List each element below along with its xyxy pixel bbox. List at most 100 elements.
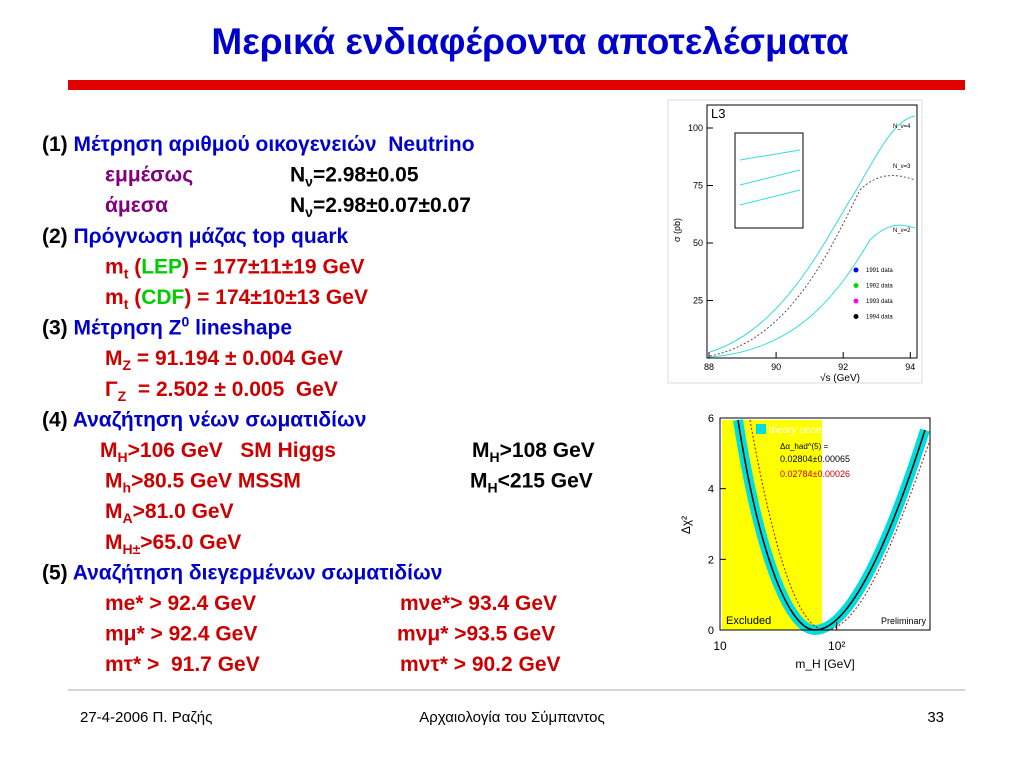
legend-marker: [853, 298, 859, 304]
text-run: M: [100, 439, 118, 462]
plot-frame: [706, 104, 918, 359]
text-run: m: [105, 255, 124, 278]
body-line: mτ* > 91.7 GeV: [105, 653, 260, 676]
legend-label: 1993 data: [866, 299, 893, 305]
text-run: Αναζήτηση διεγερμένων σωματιδίων: [73, 561, 443, 584]
body-line: (1) Μέτρηση αριθμού οικογενειών Neutrino: [42, 133, 475, 156]
text-run: =2.98±0.05: [313, 164, 419, 187]
text-run: Z: [118, 388, 127, 404]
text-run: ν: [305, 174, 313, 190]
body-line: Mh>80.5 GeV MSSM: [105, 470, 301, 496]
y-tick-label: 25: [693, 296, 703, 306]
text-run: mνμ* >93.5 GeV: [397, 623, 555, 646]
body-line: (5) Αναζήτηση διεγερμένων σωματιδίων: [42, 561, 442, 584]
x-tick-label: 10²: [828, 639, 845, 653]
text-run: ν: [305, 204, 313, 220]
y-axis-label: σ (pb): [672, 218, 682, 242]
text-run: M: [105, 470, 123, 493]
inset-curve: [739, 149, 801, 206]
y-tick-label: 50: [693, 238, 703, 248]
x-axis-label: √s (GeV): [820, 372, 860, 384]
body-line: mμ* > 92.4 GeV: [105, 623, 257, 646]
x-tick-label: 88: [704, 362, 714, 372]
text-run: = 2.502 ± 0.005 GeV: [126, 378, 338, 401]
text-run: =2.98±0.07±0.07: [313, 194, 471, 217]
y-tick-label: 75: [693, 181, 703, 191]
text-run: lineshape: [189, 317, 292, 340]
text-run: A: [123, 510, 133, 526]
body-line: MZ = 91.194 ± 0.004 GeV: [105, 347, 343, 373]
body-line: MH>108 GeV: [472, 439, 595, 465]
curve: [709, 175, 916, 357]
text-run: >80.5 GeV MSSM: [131, 470, 301, 493]
alpha-label: Δα_had^(5) =: [780, 442, 829, 451]
body-line: mντ* > 90.2 GeV: [400, 653, 561, 676]
text-run: Γ: [105, 378, 118, 401]
x-tick-label: 94: [905, 362, 915, 372]
x-axis-label: m_H [GeV]: [795, 657, 854, 671]
curve-label: N_ν=3: [893, 164, 911, 170]
body-line: άμεσα: [105, 194, 168, 217]
text-run: >106 GeV SM Higgs: [128, 439, 336, 462]
text-run: (1): [42, 133, 74, 156]
body-line: MH±>65.0 GeV: [105, 531, 241, 557]
text-run: (3): [42, 317, 74, 340]
legend-marker: [853, 267, 859, 273]
text-run: Μέτρηση αριθμού οικογενειών Neutrino: [74, 133, 475, 156]
y-axis-label: Δχ²: [679, 516, 693, 534]
figure-frame: [667, 99, 923, 384]
text-run: t: [124, 265, 129, 281]
band-label: theory uncertainty: [769, 425, 849, 436]
body-line: MH<215 GeV: [470, 470, 593, 496]
text-run: ) = 177±11±19 GeV: [182, 255, 364, 278]
fit-label: 0.02804±0.00065: [780, 454, 850, 464]
plot-tag: L3: [711, 106, 725, 121]
text-run: >65.0 GeV: [140, 531, 241, 554]
text-run: >108 GeV: [500, 439, 595, 462]
text-run: h: [123, 480, 132, 496]
text-run: (: [128, 255, 141, 278]
excluded-region: [722, 420, 822, 630]
text-run: M: [105, 531, 123, 554]
text-run: Πρόγνωση μάζας top quark: [74, 225, 349, 248]
text-run: me* > 92.4 GeV: [105, 592, 256, 615]
text-run: N: [290, 194, 305, 217]
body-line: mt (LEP) = 177±11±19 GeV: [105, 255, 364, 281]
legend-label: 1992 data: [866, 284, 893, 290]
text-run: M: [470, 470, 488, 493]
preliminary-label: Preliminary: [881, 616, 927, 626]
fit-label: 0.02784±0.00026: [780, 469, 850, 479]
text-run: άμεσα: [105, 194, 168, 217]
legend-swatch: [756, 424, 766, 434]
text-run: Μέτρηση Z: [74, 317, 182, 340]
curve: [709, 224, 916, 358]
text-run: H: [490, 449, 500, 465]
x-tick-label: 92: [838, 362, 848, 372]
text-run: H: [488, 480, 498, 496]
text-run: (4): [42, 408, 73, 431]
body-line: (3) Μέτρηση Z0 lineshape: [42, 314, 292, 340]
text-run: 0: [182, 314, 190, 330]
plot-frame: [719, 417, 931, 631]
text-run: H: [118, 449, 128, 465]
text-run: CDF: [141, 286, 184, 309]
body-line: me* > 92.4 GeV: [105, 592, 256, 615]
text-run: M: [105, 500, 123, 523]
text-run: >81.0 GeV: [133, 500, 234, 523]
text-run: Αναζήτηση νέων σωματιδίων: [73, 408, 367, 431]
curve: [709, 115, 916, 353]
curve-label: N_ν=2: [893, 228, 911, 234]
body-line: MA>81.0 GeV: [105, 500, 234, 526]
text-run: mτ* > 91.7 GeV: [105, 653, 260, 676]
legend-label: 1991 data: [866, 268, 893, 274]
body-line: Nν=2.98±0.05: [290, 164, 419, 190]
text-run: <215 GeV: [498, 470, 593, 493]
text-run: εμμέσως: [105, 164, 193, 187]
legend-marker: [853, 314, 859, 319]
y-tick-label: 0: [708, 625, 714, 637]
body-line: MH>106 GeV SM Higgs: [100, 439, 336, 465]
body-line: (4) Αναζήτηση νέων σωματιδίων: [42, 408, 366, 431]
text-run: N: [290, 164, 305, 187]
text-run: = 91.194 ± 0.004 GeV: [131, 347, 343, 370]
